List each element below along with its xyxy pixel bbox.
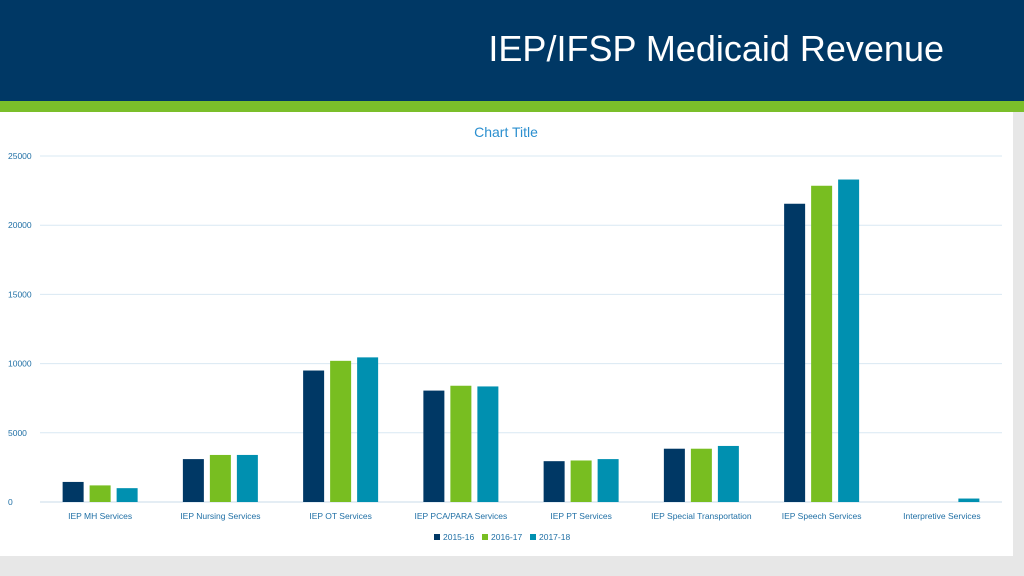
slide-header: IEP/IFSP Medicaid Revenue — [0, 0, 1024, 101]
bar-2017-18-4 — [597, 459, 619, 502]
slide-title: IEP/IFSP Medicaid Revenue — [488, 28, 944, 69]
bar-2016-17-5 — [690, 448, 712, 502]
legend-item: 2015-16 — [434, 532, 474, 542]
y-tick-label: 10000 — [8, 359, 32, 369]
bar-2015-16-4 — [543, 461, 565, 502]
bar-2015-16-1 — [182, 459, 204, 502]
y-tick-label: 25000 — [8, 151, 32, 161]
bar-2017-18-6 — [838, 179, 860, 502]
bar-2015-16-2 — [303, 370, 325, 502]
x-tick-label: IEP Special Transportation — [651, 511, 752, 521]
accent-bar — [0, 101, 1024, 112]
bar-2017-18-3 — [477, 386, 499, 502]
legend-item: 2016-17 — [482, 532, 522, 542]
x-tick-label: Interpretive Services — [903, 511, 980, 521]
legend-swatch — [482, 534, 488, 540]
bar-2015-16-3 — [423, 390, 445, 502]
bar-2017-18-5 — [717, 445, 739, 502]
chart-panel: Chart Title 0 5000 10000 15000 20000 25000 IEP… — [0, 112, 1013, 556]
chart-title: Chart Title — [474, 124, 538, 140]
x-tick-label: IEP Speech Services — [782, 511, 862, 521]
bar-chart: Chart Title 0 5000 10000 15000 20000 25000 IEP… — [8, 124, 1002, 542]
bar-2016-17-6 — [811, 185, 833, 503]
x-tick-label: IEP MH Services — [68, 511, 132, 521]
bar-2016-17-0 — [89, 485, 111, 502]
legend-item: 2017-18 — [530, 532, 570, 542]
legend-swatch — [434, 534, 440, 540]
x-tick-label: IEP Nursing Services — [180, 511, 260, 521]
y-tick-label: 20000 — [8, 220, 32, 230]
x-tick-label: IEP OT Services — [309, 511, 372, 521]
bar-2017-18-0 — [116, 488, 138, 502]
bar-2015-16-0 — [62, 481, 84, 502]
y-tick-label: 5000 — [8, 428, 27, 438]
legend-label: 2016-17 — [491, 532, 522, 542]
y-tick-label: 15000 — [8, 289, 32, 299]
bar-2017-18-2 — [357, 357, 379, 502]
bar-2016-17-4 — [570, 460, 592, 502]
x-tick-label: IEP PT Services — [550, 511, 612, 521]
legend-label: 2015-16 — [443, 532, 474, 542]
x-tick-label: IEP PCA/PARA Services — [415, 511, 508, 521]
bar-2015-16-6 — [784, 203, 806, 503]
bar-2017-18-7 — [958, 498, 980, 502]
bar-2017-18-1 — [236, 454, 258, 502]
bar-2016-17-3 — [450, 385, 472, 502]
bar-2016-17-2 — [330, 360, 352, 502]
y-tick-label: 0 — [8, 497, 13, 507]
legend-label: 2017-18 — [539, 532, 570, 542]
legend-swatch — [530, 534, 536, 540]
bar-2016-17-1 — [209, 454, 231, 502]
bar-2015-16-5 — [663, 448, 685, 502]
